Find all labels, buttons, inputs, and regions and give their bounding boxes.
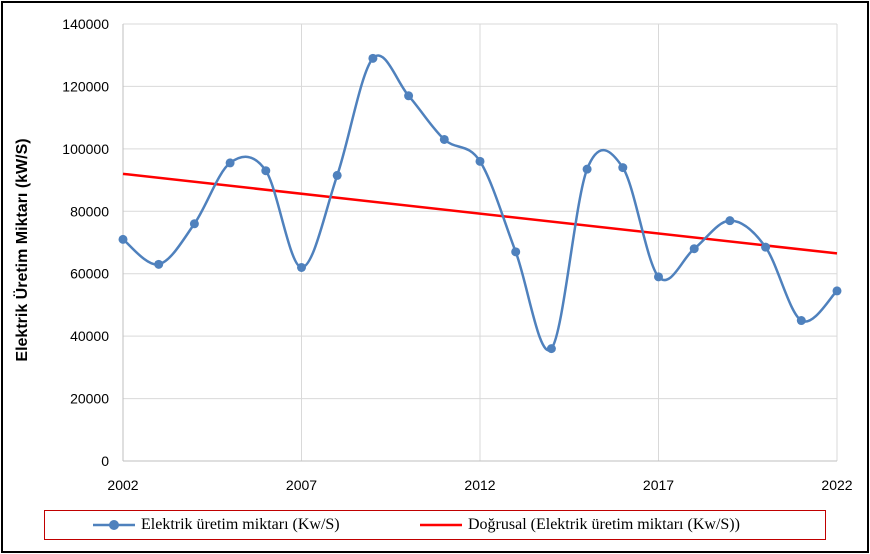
legend-label-series: Elektrik üretim miktarı (Kw/S): [141, 516, 340, 533]
chart-plot: 020000400006000080000100000120000140000 …: [12, 16, 853, 493]
y-axis-label: Elektrik Üretim Miktarı (kW/S): [12, 138, 31, 361]
data-point: [546, 344, 556, 354]
data-point: [154, 259, 164, 269]
data-point: [689, 244, 699, 254]
trendline: [122, 172, 838, 255]
data-point: [439, 134, 449, 144]
chart-series: [118, 53, 842, 354]
data-point: [475, 156, 485, 166]
x-tick-label: 2007: [286, 477, 317, 493]
legend-marker-trendline: [420, 523, 462, 527]
data-point: [832, 286, 842, 296]
y-tick-label: 20000: [70, 391, 109, 407]
data-point: [189, 219, 199, 229]
gridlines: [123, 23, 838, 461]
data-point: [761, 242, 771, 252]
data-point: [618, 163, 628, 173]
y-tick-label: 40000: [70, 328, 109, 344]
data-point: [404, 91, 414, 101]
legend-label-trendline: Doğrusal (Elektrik üretim miktarı (Kw/S)…: [468, 516, 740, 533]
legend-marker-series: [93, 520, 135, 530]
y-tick-label: 80000: [70, 203, 109, 219]
x-tick-label: 2012: [464, 477, 495, 493]
data-point: [654, 272, 663, 282]
legend: Elektrik üretim miktarı (Kw/S) Doğrusal …: [44, 510, 826, 540]
data-point: [297, 262, 306, 272]
legend-entry-series: Elektrik üretim miktarı (Kw/S): [93, 511, 340, 539]
data-point: [332, 170, 342, 180]
data-point: [118, 234, 128, 244]
data-point: [368, 53, 378, 63]
data-point: [511, 247, 521, 257]
series-line: [122, 54, 838, 352]
y-tick-label: 120000: [62, 78, 109, 94]
data-point: [582, 164, 592, 174]
data-point: [225, 158, 235, 168]
data-point: [796, 316, 806, 326]
y-tick-label: 100000: [62, 141, 109, 157]
legend-entry-trendline: Doğrusal (Elektrik üretim miktarı (Kw/S)…: [420, 511, 740, 539]
y-tick-label: 60000: [70, 266, 109, 282]
x-tick-label: 2002: [107, 477, 138, 493]
y-axis-ticks: 0 20000 40000 60000 80000 100000 120000 140000: [62, 16, 109, 469]
y-tick-label: 140000: [62, 16, 109, 32]
x-tick-label: 2022: [821, 477, 852, 493]
x-tick-label: 2017: [643, 477, 674, 493]
data-point: [725, 216, 735, 226]
data-point: [261, 166, 271, 176]
y-tick-label: 0: [101, 453, 109, 469]
x-axis-ticks: 2002 2007 2012 2017 2022: [107, 477, 852, 493]
